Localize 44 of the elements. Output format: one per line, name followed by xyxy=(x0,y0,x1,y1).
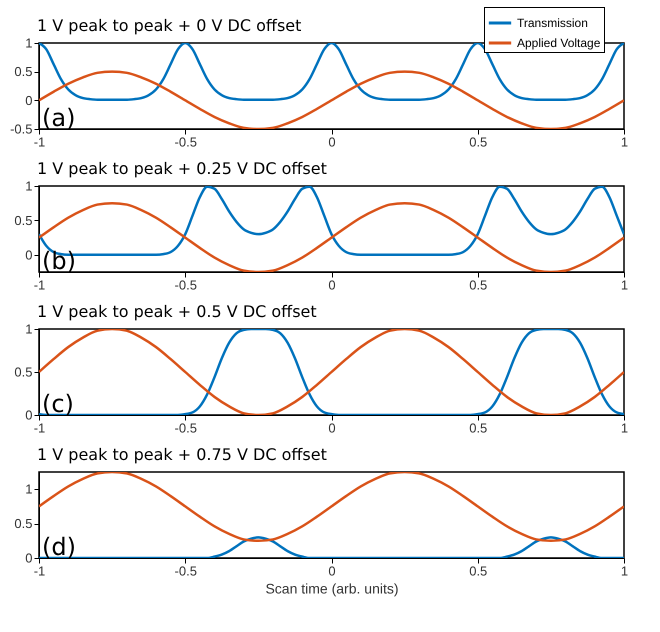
y-tick-label: 1 xyxy=(25,36,32,50)
chart-title: 1 V peak to peak + 0.5 V DC offset xyxy=(37,302,317,321)
x-tick-label: -0.5 xyxy=(174,420,197,436)
chart-title: 1 V peak to peak + 0 V DC offset xyxy=(37,16,302,35)
legend-label: Transmission xyxy=(517,16,588,30)
x-tick-label: -1 xyxy=(34,420,46,436)
x-tick-label: 0 xyxy=(328,134,336,150)
legend-label: Applied Voltage xyxy=(517,36,601,50)
x-tick-label: 0 xyxy=(328,278,336,292)
annotation: (a) xyxy=(42,104,76,132)
y-tick-label: 0.5 xyxy=(14,212,32,228)
x-tick-label: 1 xyxy=(620,420,628,436)
y-tick-label: 1 xyxy=(25,482,32,497)
x-tick-label: 0 xyxy=(328,420,336,436)
x-tick-label: 0.5 xyxy=(469,134,488,150)
y-tick-label: 0 xyxy=(25,247,32,262)
y-tick-label: 1 xyxy=(25,178,32,194)
y-tick-label: 1 xyxy=(25,322,32,336)
annotation: (c) xyxy=(42,390,74,418)
x-tick-label: 1 xyxy=(620,134,628,150)
x-tick-label: 0.5 xyxy=(469,420,488,436)
x-tick-label: -1 xyxy=(34,134,46,150)
x-tick-label: -1 xyxy=(34,564,46,578)
y-tick-label: 0 xyxy=(25,408,32,422)
y-tick-label: 0 xyxy=(25,92,32,108)
x-tick-label: -1 xyxy=(34,278,46,292)
y-tick-label: 0.5 xyxy=(14,516,32,532)
x-tick-label: -0.5 xyxy=(174,134,197,150)
chart-title: 1 V peak to peak + 0.25 V DC offset xyxy=(37,159,327,178)
y-tick-label: -0.5 xyxy=(10,122,32,136)
x-tick-label: 1 xyxy=(620,564,628,578)
y-tick-label: 0.5 xyxy=(14,64,32,80)
annotation: (d) xyxy=(42,533,76,561)
x-tick-label: 0 xyxy=(328,564,336,578)
x-tick-label: 0.5 xyxy=(469,564,488,578)
x-tick-label: -0.5 xyxy=(174,564,197,578)
annotation: (b) xyxy=(42,247,76,275)
x-axis-title: Scan time (arb. units) xyxy=(265,580,399,596)
x-tick-label: -0.5 xyxy=(174,278,197,292)
y-tick-label: 0 xyxy=(25,550,32,566)
x-tick-label: 1 xyxy=(620,278,628,292)
x-tick-label: 0.5 xyxy=(469,278,488,292)
chart-title: 1 V peak to peak + 0.75 V DC offset xyxy=(37,445,327,464)
y-tick-label: 0.5 xyxy=(14,364,32,380)
